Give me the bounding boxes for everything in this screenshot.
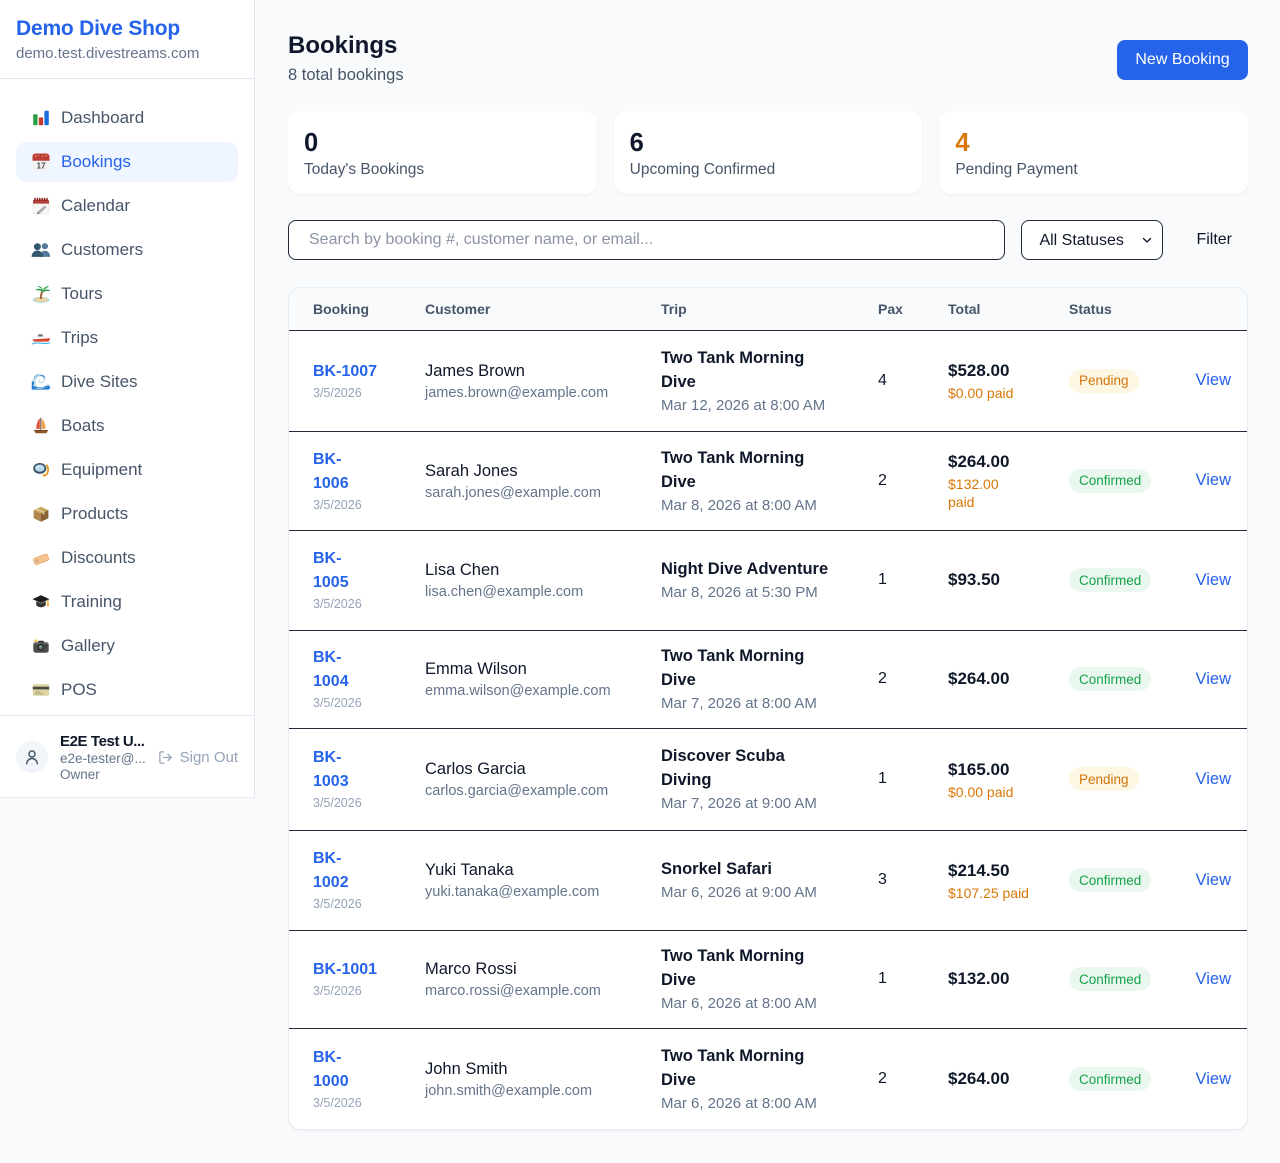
svg-text:17: 17 [36, 161, 46, 170]
